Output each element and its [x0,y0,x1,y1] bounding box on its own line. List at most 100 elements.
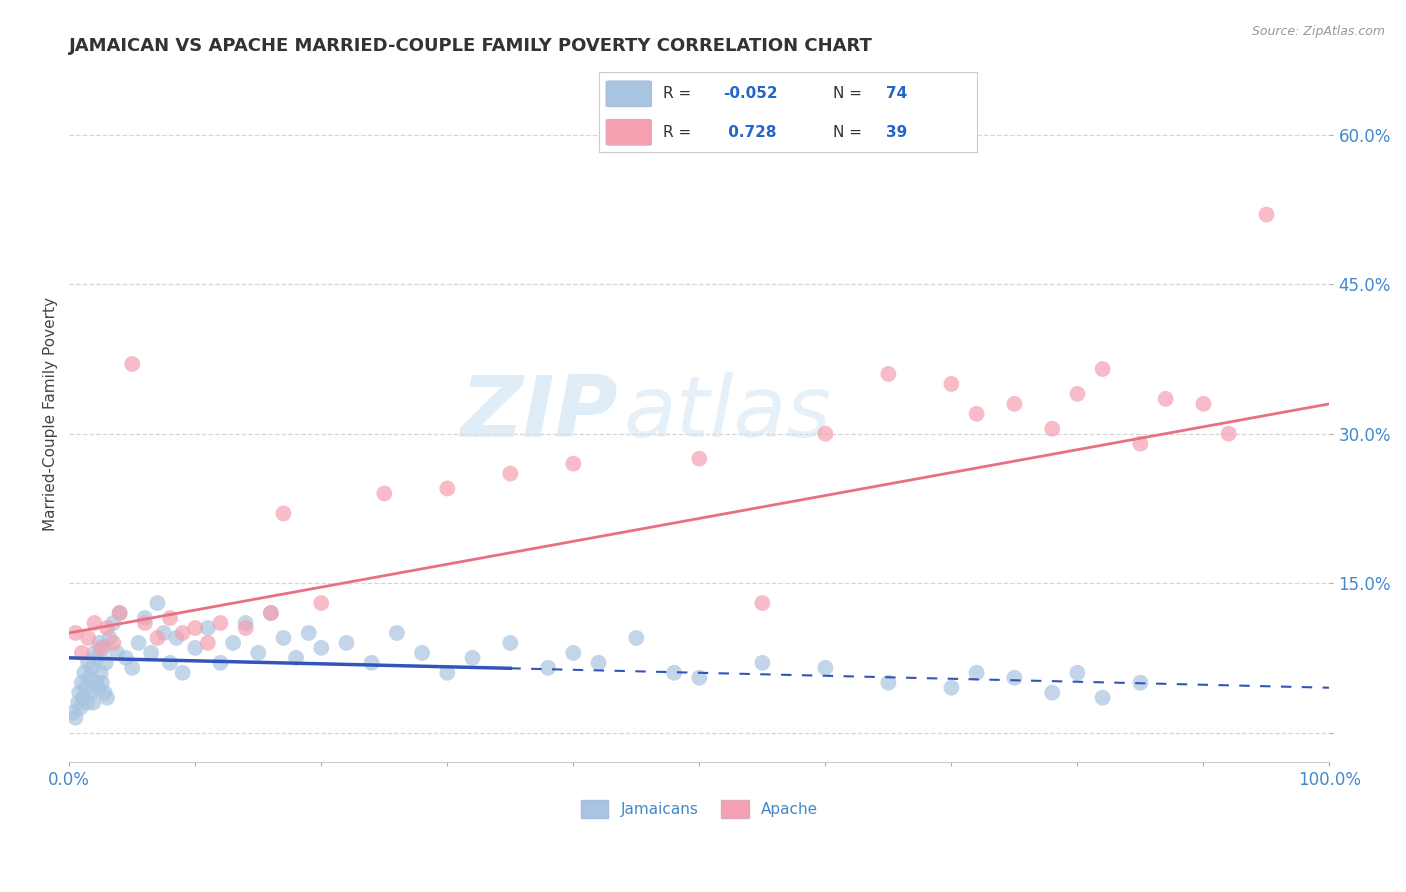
Point [146,596,169,610]
Point [67,696,90,710]
Point [197,621,219,635]
Point [93,686,115,700]
Point [1218,426,1240,441]
Point [91,640,114,655]
Point [273,507,295,521]
Point [941,681,963,695]
Point [108,606,131,620]
Point [1192,397,1215,411]
Point [152,626,174,640]
Point [159,611,181,625]
Point [235,615,257,630]
Point [70,646,93,660]
Point [966,665,988,680]
Point [91,675,114,690]
Point [1091,690,1114,705]
Point [82,696,104,710]
Point [499,467,522,481]
Point [165,631,187,645]
Point [134,615,156,630]
Point [94,656,117,670]
Point [108,606,131,620]
Point [1040,422,1063,436]
Point [562,457,585,471]
Point [222,636,245,650]
Point [65,626,87,640]
Point [62,706,84,720]
Point [385,626,408,640]
Point [197,636,219,650]
Point [96,621,118,635]
Point [96,690,118,705]
Point [1256,208,1278,222]
Point [121,661,143,675]
Point [311,640,333,655]
Point [662,665,685,680]
Point [67,686,90,700]
Point [83,615,105,630]
Point [260,606,283,620]
Point [1002,397,1025,411]
Point [751,596,773,610]
Point [89,636,111,650]
Point [562,646,585,660]
Point [1091,362,1114,376]
Point [1066,665,1088,680]
Text: ZIP: ZIP [460,372,617,455]
Point [209,615,232,630]
Point [1002,671,1025,685]
Point [98,631,121,645]
Point [877,367,900,381]
Legend: Jamaicans, Apache: Jamaicans, Apache [575,794,824,824]
Point [311,596,333,610]
Point [877,675,900,690]
Point [105,646,128,660]
Point [103,636,125,650]
Point [146,631,169,645]
Point [90,640,112,655]
Point [814,661,837,675]
Point [72,690,94,705]
Text: Source: ZipAtlas.com: Source: ZipAtlas.com [1251,25,1385,38]
Point [128,636,150,650]
Point [235,621,257,635]
Point [688,671,710,685]
Point [285,650,308,665]
Point [65,710,87,724]
Point [69,700,91,714]
Point [77,631,100,645]
Point [751,656,773,670]
Point [76,696,98,710]
Point [80,661,103,675]
Point [588,656,610,670]
Point [273,631,295,645]
Point [941,376,963,391]
Point [75,681,97,695]
Text: JAMAICAN VS APACHE MARRIED-COUPLE FAMILY POVERTY CORRELATION CHART: JAMAICAN VS APACHE MARRIED-COUPLE FAMILY… [69,37,873,55]
Point [499,636,522,650]
Point [436,482,458,496]
Point [184,621,207,635]
Point [77,656,100,670]
Point [121,357,143,371]
Point [1129,675,1152,690]
Point [436,665,458,680]
Point [141,646,163,660]
Point [335,636,357,650]
Point [86,650,108,665]
Point [1066,387,1088,401]
Text: atlas: atlas [624,372,832,455]
Point [626,631,648,645]
Point [411,646,433,660]
Point [172,626,194,640]
Point [298,626,321,640]
Point [159,656,181,670]
Point [688,451,710,466]
Y-axis label: Married-Couple Family Poverty: Married-Couple Family Poverty [44,297,58,531]
Point [814,426,837,441]
Point [1040,686,1063,700]
Point [537,661,560,675]
Point [90,665,112,680]
Point [134,611,156,625]
Point [1154,392,1177,406]
